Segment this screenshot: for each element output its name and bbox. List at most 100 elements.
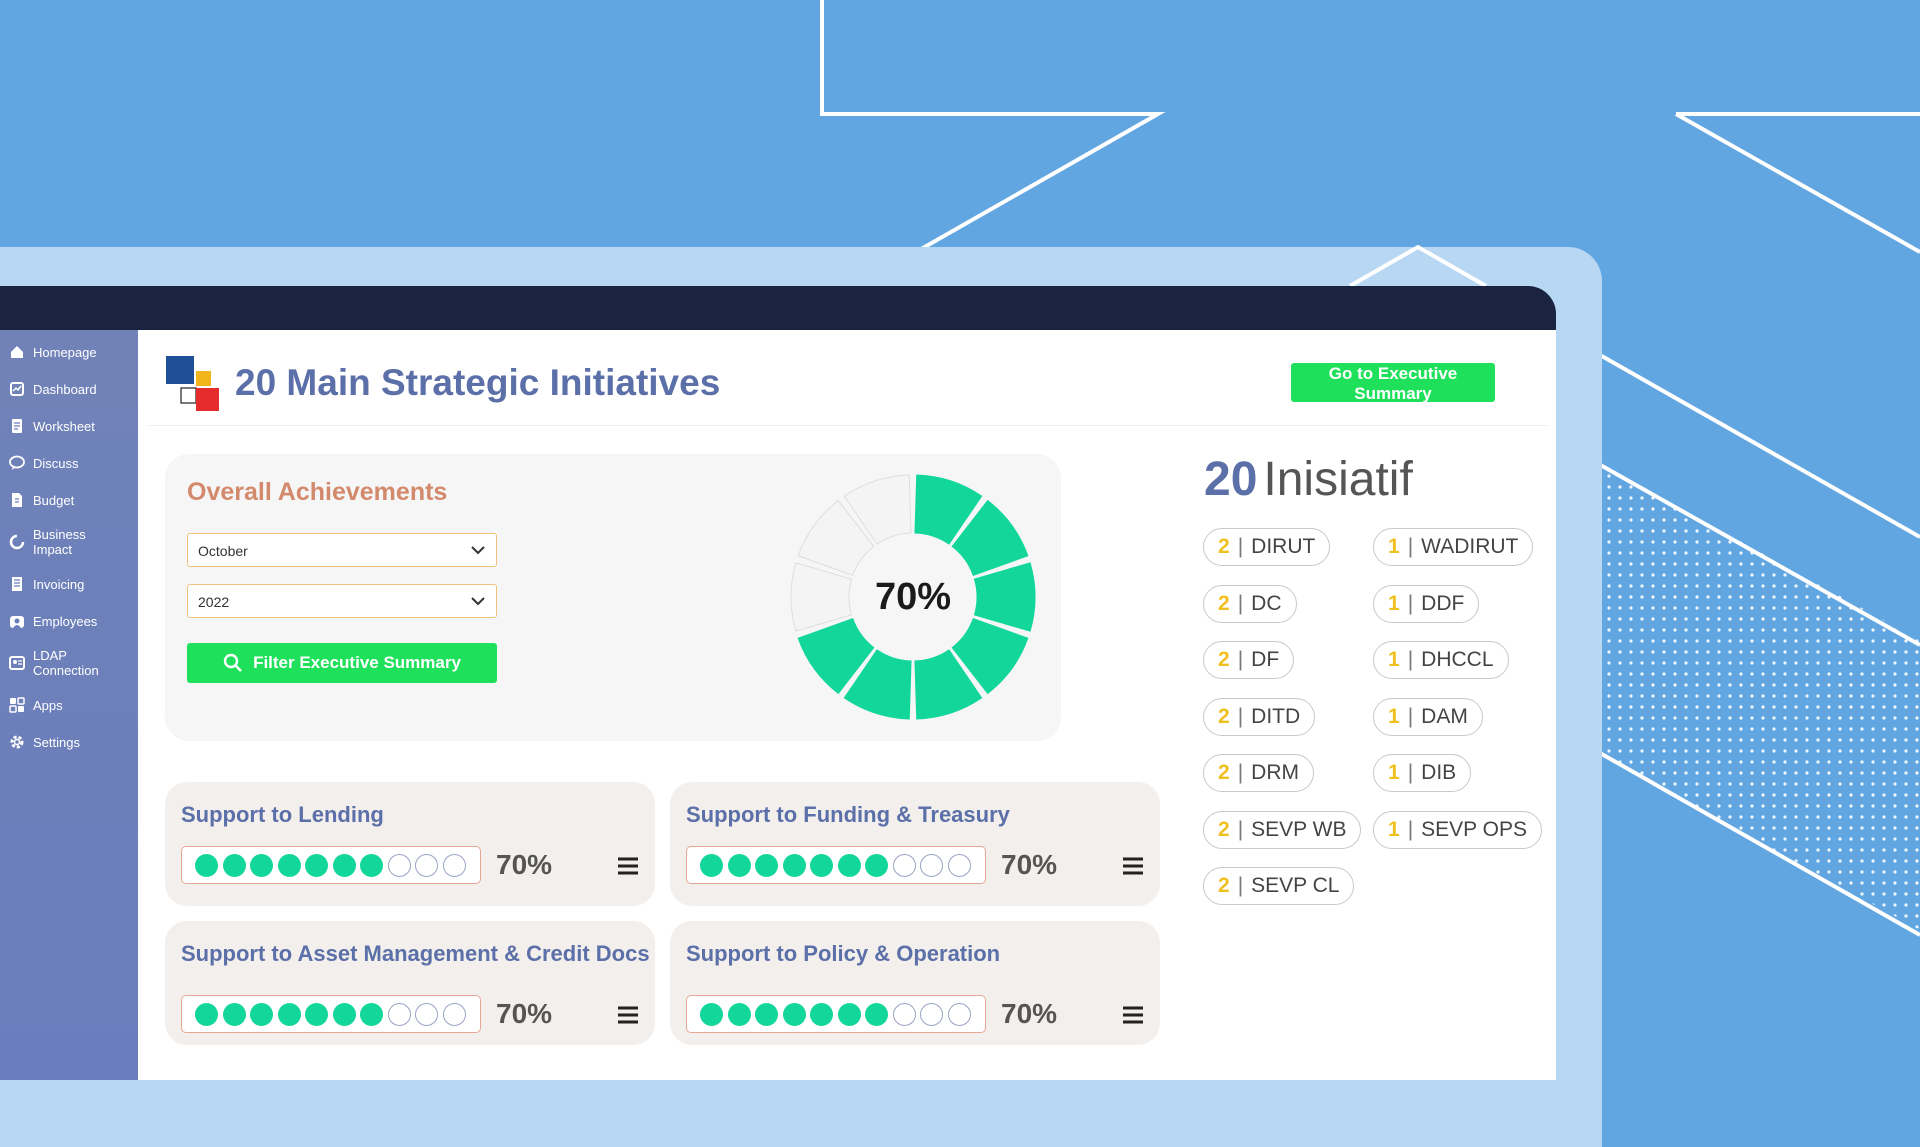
overall-achievements-title: Overall Achievements [187,478,448,506]
tag-count: 2 [1218,591,1230,615]
ldap-icon [9,656,25,670]
sidebar-item-settings[interactable]: Settings [0,731,138,753]
menu-icon[interactable] [617,856,639,876]
progress-dot-filled [727,853,751,877]
sidebar-item-worksheet[interactable]: Worksheet [0,415,138,437]
progress-dot-filled [277,853,301,877]
inisiatif-tag-left[interactable]: 2 | SEVP CL [1203,867,1355,905]
sidebar-item-invoicing[interactable]: Invoicing [0,573,138,595]
sidebar-item-label: Dashboard [33,381,97,397]
tag-code: DF [1251,648,1280,671]
month-select-value: October [198,543,248,559]
initiative-card-funding-treasury[interactable]: Support to Funding & Treasury 70% [670,782,1160,906]
tag-code: SEVP OPS [1421,817,1527,841]
progress-dot-empty [387,853,411,877]
tag-separator: | [1407,704,1414,728]
tag-code: DIRUT [1251,535,1316,558]
donut-segment-filled [914,649,983,720]
tag-count: 1 [1388,591,1400,615]
inisiatif-tag-right[interactable]: 1 | DHCCL [1373,641,1509,679]
progress-dot-filled [195,1002,218,1026]
donut-segment-filled [843,649,912,720]
initiative-title: Support to Asset Management & Credit Doc… [181,941,650,966]
inisiatif-tag-left[interactable]: 2 | DF [1203,641,1295,679]
progress-dot-empty [415,853,438,877]
sidebar-item-employees[interactable]: Employees [0,610,138,632]
dashboard-icon [10,382,24,396]
tag-separator: | [1407,761,1414,784]
sidebar-item-dashboard[interactable]: Dashboard [0,378,138,400]
inisiatif-count: 20 [1204,453,1258,506]
inisiatif-tag-left[interactable]: 2 | DITD [1203,697,1316,736]
inisiatif-tag-right[interactable]: 1 | DDF [1373,584,1480,623]
donut-segment-filled [951,499,1029,577]
inisiatif-tag-right[interactable]: 1 | WADIRUT [1373,528,1534,566]
menu-icon[interactable] [1122,1005,1144,1025]
page-title: 20 Main Strategic Initiatives [235,362,721,403]
progress-dot-filled [755,1002,778,1026]
sidebar-item-label: LDAP Connection [33,648,99,678]
sidebar-item-ldap-connection[interactable]: LDAP Connection [0,645,138,681]
initiative-progress [181,995,481,1033]
sidebar-item-business-impact[interactable]: Business Impact [0,524,138,560]
initiative-progress [686,995,986,1033]
inisiatif-tag-left[interactable]: 2 | SEVP WB [1203,810,1362,849]
menu-icon[interactable] [1122,856,1144,876]
tag-separator: | [1407,648,1414,671]
progress-dot-empty [892,853,916,877]
invoice-icon [12,577,22,591]
initiative-title: Support to Funding & Treasury [686,802,1010,827]
tag-separator: | [1237,817,1244,841]
inisiatif-tag-left[interactable]: 2 | DIRUT [1203,528,1331,566]
sidebar-item-homepage[interactable]: Homepage [0,341,138,363]
gear-icon [10,735,24,749]
progress-dot-filled [360,1002,383,1026]
tag-count: 2 [1218,648,1230,671]
initiative-card-lending[interactable]: Support to Lending 70% [165,782,655,906]
initiative-percent: 70% [1001,849,1058,880]
initiative-card-policy-operation[interactable]: Support to Policy & Operation 70% [670,921,1160,1045]
progress-dot-empty [920,1002,943,1026]
frame-accent-line [1349,244,1487,288]
progress-dot-filled [837,1002,861,1026]
inisiatif-tag-left[interactable]: 2 | DC [1203,584,1297,623]
donut-segment-empty [790,562,853,632]
inisiatif-tag-left[interactable]: 2 | DRM [1203,754,1314,792]
chat-icon [9,455,25,470]
progress-dot-empty [892,1002,916,1026]
initiative-card-asset-management[interactable]: Support to Asset Management & Credit Doc… [165,921,655,1045]
year-select-value: 2022 [198,594,230,610]
home-icon [11,346,23,358]
go-to-executive-summary-button[interactable]: Go to Executive Summary [1291,363,1495,403]
sidebar-item-discuss[interactable]: Discuss [0,452,138,474]
tag-code: SEVP WB [1251,817,1347,841]
tag-count: 1 [1388,704,1400,728]
menu-icon[interactable] [617,1005,639,1025]
tag-count: 1 [1388,817,1400,841]
inisiatif-tag-right[interactable]: 1 | SEVP OPS [1373,810,1542,849]
progress-dot-filled [782,1002,806,1026]
initiative-progress [686,846,986,884]
progress-dot-filled [360,853,383,877]
sidebar-item-budget[interactable]: Budget [0,489,138,511]
tag-code: DAM [1421,704,1468,728]
inisiatif-tag-right[interactable]: 1 | DAM [1373,697,1483,736]
initiative-progress [181,846,481,884]
month-select[interactable]: October [187,533,497,567]
progress-dot-filled [250,1002,273,1026]
year-select[interactable]: 2022 [187,584,497,618]
filter-executive-summary-button[interactable]: Filter Executive Summary [187,643,497,683]
progress-dot-filled [332,1002,356,1026]
progress-dot-empty [920,853,943,877]
page-header: 20 Main Strategic Initiatives Go to Exec… [148,330,1548,426]
progress-dot-empty [442,1002,466,1026]
sidebar-item-apps[interactable]: Apps [0,694,138,716]
tag-code: WADIRUT [1421,535,1519,558]
initiative-percent: 70% [496,998,553,1029]
donut-segment-filled [973,562,1036,632]
sidebar: Homepage Dashboard Worksheet Discuss Bud… [0,330,138,1080]
progress-dot-empty [415,1002,438,1026]
inisiatif-tag-right[interactable]: 1 | DIB [1373,754,1472,792]
tag-separator: | [1237,704,1244,728]
initiative-title: Support to Lending [181,802,384,827]
